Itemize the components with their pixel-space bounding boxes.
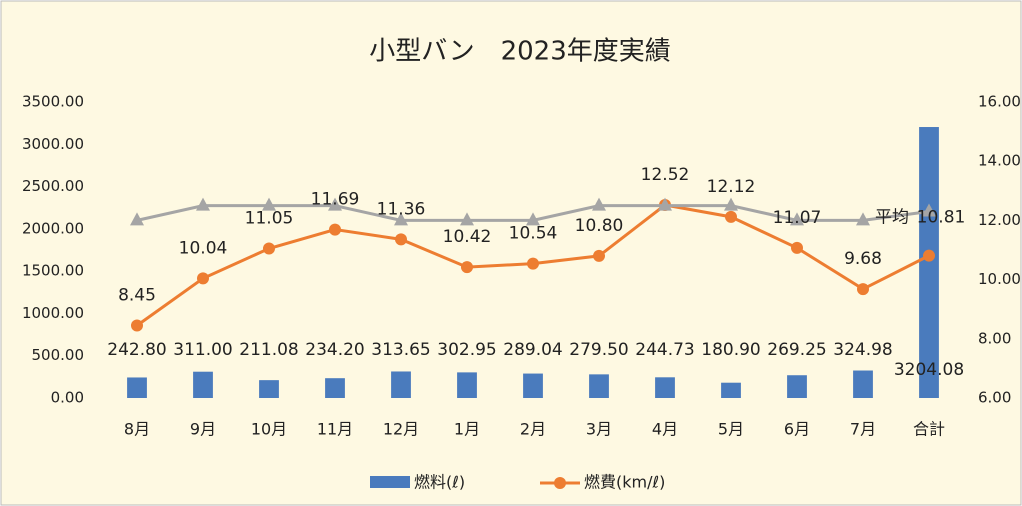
bar: [589, 374, 609, 398]
y2-tick-label: 16.00: [978, 93, 1021, 111]
point: [923, 249, 935, 262]
data-label: 211.08: [239, 340, 298, 360]
y-tick-label: 1500.00: [22, 262, 84, 280]
point: [857, 283, 869, 296]
data-label: 10.54: [509, 224, 558, 244]
triangle-marker: [922, 203, 936, 217]
y-tick-label: 500.00: [32, 346, 85, 364]
y2-tick-label: 8.00: [978, 329, 1011, 347]
data-label: 313.65: [371, 340, 430, 360]
bar: [259, 380, 279, 398]
data-label: 10.42: [443, 227, 492, 247]
x-tick-label: 10月: [251, 420, 287, 439]
bar: [919, 127, 939, 399]
bar: [325, 378, 345, 398]
x-tick-label: 9月: [190, 420, 216, 439]
point: [461, 261, 473, 274]
data-label: 12.52: [641, 165, 690, 185]
bar: [127, 377, 147, 398]
bar: [655, 377, 675, 398]
chart-title: 小型バン 2023年度実績: [369, 37, 670, 67]
data-label: 324.98: [833, 340, 892, 360]
data-label: 11.07: [773, 208, 822, 228]
triangle-marker: [196, 197, 210, 211]
bar: [523, 373, 543, 398]
triangle-marker: [592, 197, 606, 211]
point: [329, 223, 341, 236]
triangle-marker: [526, 212, 540, 226]
x-tick-label: 5月: [718, 420, 744, 439]
point: [395, 233, 407, 246]
y2-tick-label: 6.00: [978, 389, 1011, 407]
data-label: 3204.08: [894, 360, 964, 380]
triangle-marker: [658, 197, 672, 211]
point: [527, 257, 539, 270]
data-label: 242.80: [107, 340, 166, 360]
y-tick-label: 1000.00: [22, 304, 84, 322]
point: [725, 210, 737, 223]
data-label: 289.04: [503, 340, 562, 360]
x-tick-label: 4月: [652, 420, 678, 439]
y2-tick-label: 14.00: [978, 152, 1021, 170]
y-tick-label: 3000.00: [22, 135, 84, 153]
data-label: 234.20: [305, 340, 364, 360]
triangle-marker: [262, 197, 276, 211]
y2-tick-label: 12.00: [978, 211, 1021, 229]
legend-label: 燃費(km/ℓ): [584, 473, 665, 492]
x-tick-label: 6月: [784, 420, 810, 439]
triangle-marker: [130, 212, 144, 226]
triangle-marker: [394, 212, 408, 226]
bar: [787, 375, 807, 398]
triangle-marker: [856, 212, 870, 226]
bar: [391, 371, 411, 398]
x-tick-label: 8月: [124, 420, 150, 439]
point: [131, 319, 143, 332]
triangle-marker: [328, 197, 342, 211]
triangle-marker: [724, 197, 738, 211]
data-label: 302.95: [437, 340, 496, 360]
point: [593, 249, 605, 262]
point: [197, 272, 209, 285]
data-label: 279.50: [569, 340, 628, 360]
data-label: 180.90: [701, 340, 760, 360]
data-label: 244.73: [635, 340, 694, 360]
data-label: 11.69: [311, 190, 360, 210]
bar: [193, 371, 213, 398]
triangle-marker: [460, 212, 474, 226]
x-tick-label: 合計: [913, 420, 945, 439]
y-tick-label: 2000.00: [22, 219, 84, 237]
bar: [853, 370, 873, 398]
x-tick-label: 12月: [383, 420, 419, 439]
x-tick-label: 7月: [850, 420, 876, 439]
data-label: 311.00: [173, 340, 232, 360]
x-tick-label: 11月: [317, 420, 353, 439]
x-tick-label: 2月: [520, 420, 546, 439]
y-tick-label: 0.00: [51, 389, 84, 407]
x-tick-label: 3月: [586, 420, 612, 439]
data-label: 10.81: [917, 208, 966, 228]
y-tick-label: 2500.00: [22, 177, 84, 195]
data-label: 8.45: [118, 285, 156, 305]
legend-swatch: [370, 476, 410, 488]
data-label: 10.04: [179, 238, 228, 258]
legend-marker: [554, 477, 566, 489]
data-label: 12.12: [707, 177, 756, 197]
data-label: 9.68: [844, 249, 882, 269]
y2-tick-label: 10.00: [978, 270, 1021, 288]
data-label: 269.25: [767, 340, 826, 360]
bar: [457, 372, 477, 398]
legend-label: 燃料(ℓ): [414, 473, 465, 492]
triangle-marker: [790, 212, 804, 226]
data-label: 11.05: [245, 209, 294, 229]
annotation: 平均: [875, 208, 909, 228]
bar: [721, 382, 741, 398]
point: [263, 242, 275, 255]
data-label: 10.80: [575, 216, 624, 236]
point: [791, 241, 803, 254]
x-tick-label: 1月: [454, 420, 480, 439]
data-label: 11.36: [377, 199, 426, 219]
y-tick-label: 3500.00: [22, 93, 84, 111]
